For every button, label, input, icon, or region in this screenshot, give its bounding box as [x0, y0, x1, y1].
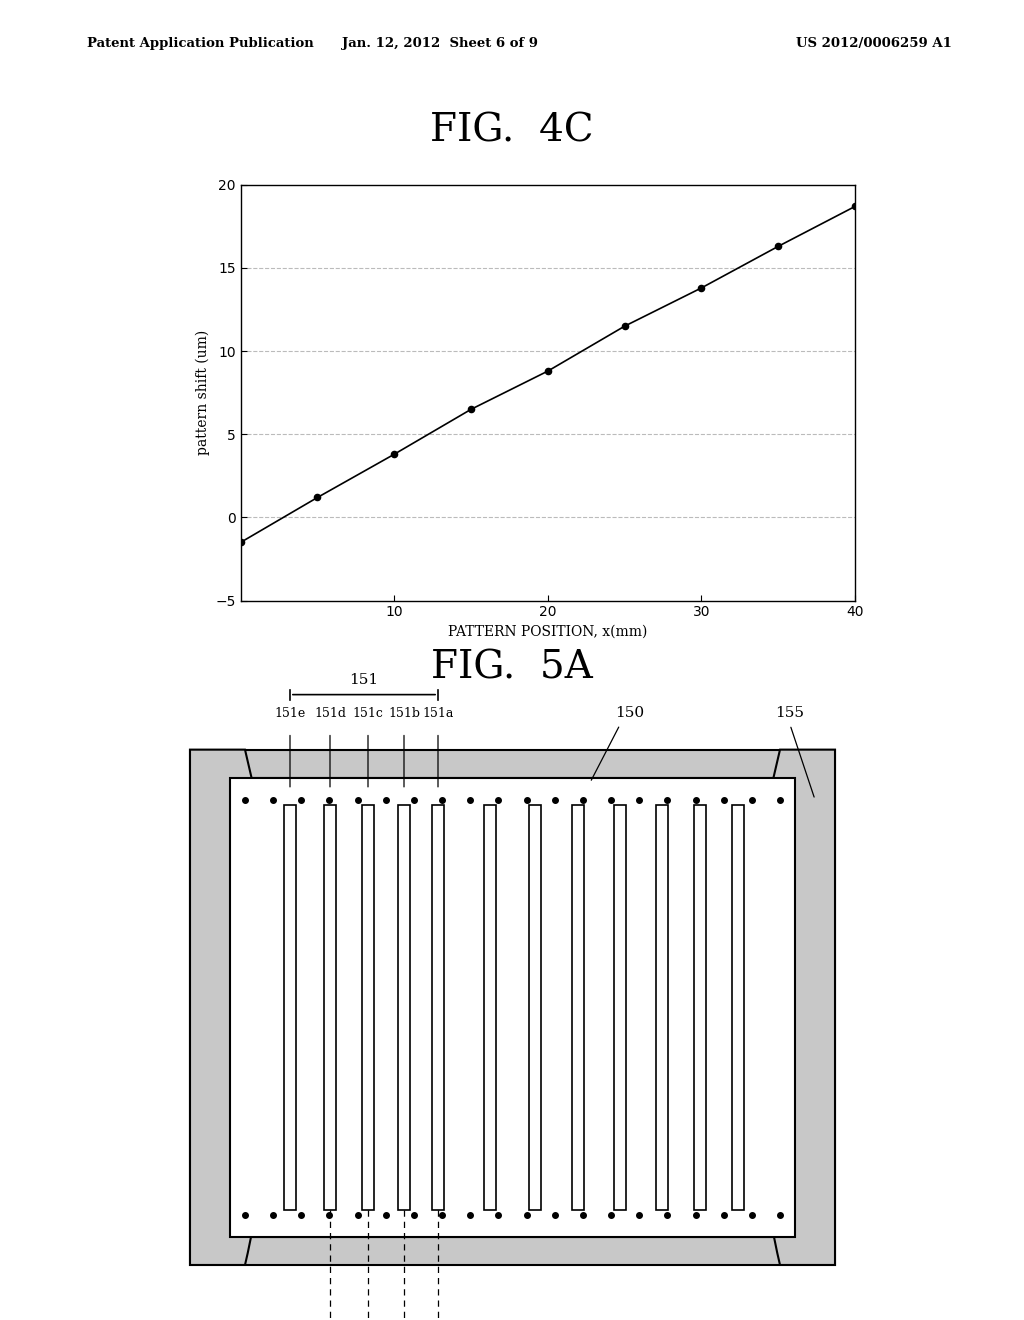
Bar — [694, 805, 706, 1210]
Bar — [324, 805, 336, 1210]
Text: FIG.  5A: FIG. 5A — [431, 649, 593, 686]
Point — [232, 532, 249, 553]
Point — [770, 236, 786, 257]
Text: 151a: 151a — [422, 706, 454, 719]
Point — [463, 399, 479, 420]
Bar — [362, 805, 374, 1210]
Text: US 2012/0006259 A1: US 2012/0006259 A1 — [797, 37, 952, 50]
Bar — [190, 750, 835, 1265]
Text: 151: 151 — [349, 673, 379, 686]
Bar — [614, 805, 626, 1210]
Bar — [230, 777, 795, 1237]
Bar — [572, 805, 584, 1210]
Text: Jan. 12, 2012  Sheet 6 of 9: Jan. 12, 2012 Sheet 6 of 9 — [342, 37, 539, 50]
PathPatch shape — [190, 750, 275, 1265]
Point — [386, 444, 402, 465]
X-axis label: PATTERN POSITION, x(mm): PATTERN POSITION, x(mm) — [449, 624, 647, 639]
Text: 155: 155 — [775, 706, 805, 719]
Point — [847, 195, 863, 216]
PathPatch shape — [750, 750, 835, 1265]
Text: Patent Application Publication: Patent Application Publication — [87, 37, 313, 50]
Text: 151b: 151b — [388, 706, 420, 719]
Bar — [230, 777, 795, 1237]
Y-axis label: pattern shift (um): pattern shift (um) — [196, 330, 210, 455]
Point — [616, 315, 633, 337]
Bar — [398, 805, 410, 1210]
Text: 151d: 151d — [314, 706, 346, 719]
Point — [693, 277, 710, 298]
Bar — [284, 805, 296, 1210]
Point — [540, 360, 556, 381]
Text: FIG.  4C: FIG. 4C — [430, 112, 594, 149]
Text: 151e: 151e — [274, 706, 305, 719]
Bar — [732, 805, 744, 1210]
Bar — [529, 805, 541, 1210]
Bar — [656, 805, 668, 1210]
Bar — [432, 805, 444, 1210]
Text: 151c: 151c — [352, 706, 383, 719]
Bar — [484, 805, 496, 1210]
Text: 150: 150 — [615, 706, 644, 719]
Point — [309, 487, 326, 508]
